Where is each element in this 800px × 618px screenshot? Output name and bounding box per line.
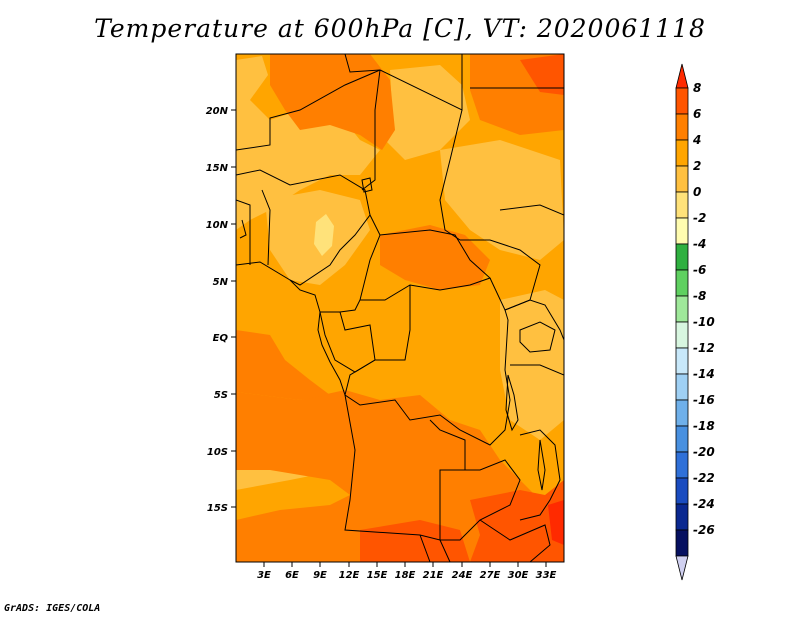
field-minus2-0 xyxy=(314,214,334,256)
colorbar-label: -20 xyxy=(693,445,715,459)
coastline-west xyxy=(236,261,346,396)
lat-label-15s: 15S xyxy=(207,503,228,514)
colorbar-swatch xyxy=(675,191,689,219)
colorbar: 8 6 4 2 0 -2 -4 -6 -8 -10 -12 -14 -16 -18 -20 -22 -24 -26 xyxy=(675,63,715,581)
colorbar-swatch xyxy=(675,347,689,375)
lake-volta xyxy=(239,219,247,239)
colorbar-swatch xyxy=(675,295,689,323)
lake-malawi xyxy=(537,439,546,491)
colorbar-label: 2 xyxy=(693,159,701,173)
colorbar-lower-arrow xyxy=(675,555,689,581)
colorbar-swatch xyxy=(675,269,689,297)
lat-label-15n: 15N xyxy=(206,163,229,174)
border-zimbabwe xyxy=(479,519,551,562)
field-6-8-northeast xyxy=(520,54,564,95)
border-chad-sudan xyxy=(439,109,463,241)
colorbar-swatch xyxy=(675,243,689,271)
colorbar-label: -4 xyxy=(693,237,706,251)
border-namibia-botswana xyxy=(419,534,451,562)
lake-tanganyika xyxy=(505,374,519,432)
border-libya-egypt xyxy=(344,54,463,111)
colorbar-swatch xyxy=(675,87,689,115)
lon-ticks xyxy=(263,562,547,567)
colorbar-label: -14 xyxy=(693,367,715,381)
lat-label-10s: 10S xyxy=(207,447,228,458)
lake-chad xyxy=(361,177,373,193)
colorbar-swatch xyxy=(675,165,689,193)
border-malawi-mozambique xyxy=(519,429,561,521)
lon-label-21e: 21E xyxy=(423,570,444,581)
border-ethiopia xyxy=(499,204,564,216)
colorbar-label: -24 xyxy=(693,497,715,511)
lat-label-20n: 20N xyxy=(206,106,229,117)
field-4-6-north xyxy=(270,54,395,150)
colorbar-swatch xyxy=(675,425,689,453)
field-6-8-southeast xyxy=(470,480,564,562)
lon-label-3e: 3E xyxy=(257,570,271,581)
border-uganda-kenya xyxy=(504,299,564,341)
colorbar-label: 0 xyxy=(693,185,701,199)
field-0-2-east xyxy=(440,140,564,260)
colorbar-label: -2 xyxy=(693,211,706,225)
field-4-6-coast xyxy=(236,330,330,400)
colorbar-label: -10 xyxy=(693,315,715,329)
field-4-6-central xyxy=(380,225,490,290)
lon-label-18e: 18E xyxy=(395,570,416,581)
colorbar-swatch xyxy=(675,477,689,505)
lon-label-15e: 15E xyxy=(367,570,388,581)
lake-victoria xyxy=(519,321,556,353)
lat-label-eq: EQ xyxy=(213,333,229,344)
lon-label-12e: 12E xyxy=(339,570,360,581)
lon-label-9e: 9E xyxy=(313,570,327,581)
field-0-2-north xyxy=(385,65,470,160)
lon-label-6e: 6E xyxy=(285,570,299,581)
colorbar-swatch xyxy=(675,373,689,401)
field-8-plus xyxy=(548,500,564,545)
field-6-8-south xyxy=(360,520,470,562)
colorbar-swatch xyxy=(675,503,689,531)
colorbar-swatch xyxy=(675,399,689,427)
border-ghana xyxy=(236,199,251,265)
border-niger-chad xyxy=(361,69,381,191)
lon-label-33e: 33E xyxy=(536,570,557,581)
colorbar-label: -22 xyxy=(693,471,715,485)
border-libya-niger xyxy=(236,69,381,151)
lon-label-27e: 27E xyxy=(480,570,501,581)
lon-label-24e: 24E xyxy=(452,570,473,581)
colorbar-swatch xyxy=(675,321,689,349)
field-0-2-west xyxy=(236,56,380,230)
colorbar-label: -8 xyxy=(693,289,706,303)
colorbar-swatch xyxy=(675,217,689,245)
colorbar-label: 8 xyxy=(693,81,701,95)
border-tanzania xyxy=(510,364,564,376)
colorbar-label: -6 xyxy=(693,263,706,277)
colorbar-label: -16 xyxy=(693,393,715,407)
lat-ticks xyxy=(231,109,236,508)
border-zambia xyxy=(440,459,521,541)
colorbar-label: -26 xyxy=(693,523,715,537)
colorbar-swatch xyxy=(675,113,689,141)
country-borders xyxy=(236,54,564,562)
colorbar-label: -12 xyxy=(693,341,715,355)
lon-label-30e: 30E xyxy=(508,570,529,581)
lat-label-10n: 10N xyxy=(206,220,229,231)
temperature-field xyxy=(236,54,564,562)
border-car xyxy=(360,229,491,301)
colorbar-label: 6 xyxy=(693,107,701,121)
chart-title: Temperature at 600hPa [C], VT: 202006111… xyxy=(94,14,706,43)
colorbar-label: -18 xyxy=(693,419,715,433)
colorbar-upper-arrow xyxy=(675,63,689,89)
colorbar-swatch xyxy=(675,529,689,557)
colorbar-label: 4 xyxy=(692,133,701,147)
border-drc xyxy=(344,285,511,446)
map-frame xyxy=(235,53,565,563)
grads-credit: GrADS: IGES/COLA xyxy=(4,603,101,614)
lat-label-5s: 5S xyxy=(214,390,228,401)
colorbar-swatch xyxy=(675,451,689,479)
border-benin xyxy=(261,189,271,266)
colorbar-swatch xyxy=(675,139,689,167)
lat-label-5n: 5N xyxy=(213,277,229,288)
